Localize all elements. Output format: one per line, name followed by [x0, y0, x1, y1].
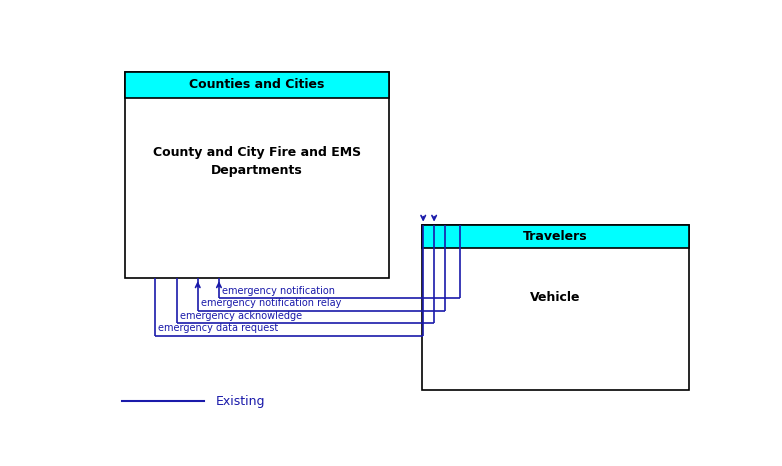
Text: Vehicle: Vehicle: [530, 291, 580, 304]
Text: Existing: Existing: [216, 395, 265, 408]
Bar: [125, 72, 389, 278]
Text: County and City Fire and EMS
Departments: County and City Fire and EMS Departments: [152, 145, 361, 177]
Text: emergency notification: emergency notification: [222, 286, 335, 295]
Text: emergency acknowledge: emergency acknowledge: [180, 311, 302, 321]
Text: emergency notification relay: emergency notification relay: [201, 298, 341, 308]
Text: Counties and Cities: Counties and Cities: [189, 78, 325, 91]
Bar: [422, 225, 689, 248]
Text: emergency data request: emergency data request: [159, 323, 278, 333]
Bar: [422, 225, 689, 390]
Text: Travelers: Travelers: [523, 230, 587, 243]
Bar: [125, 72, 389, 98]
